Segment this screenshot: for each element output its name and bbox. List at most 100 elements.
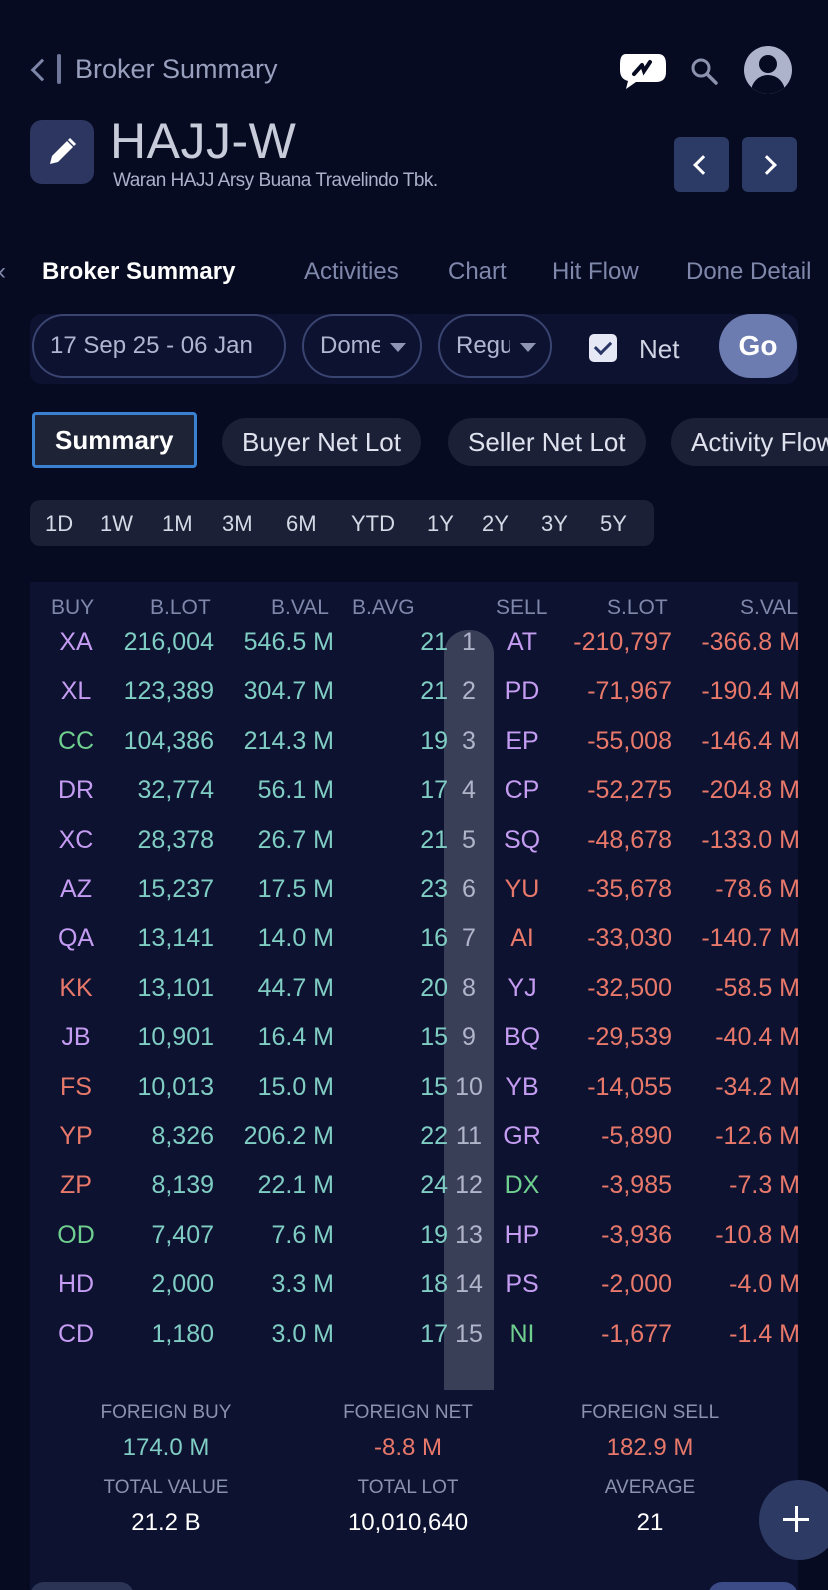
sell-broker-code: GR	[503, 1122, 541, 1150]
sell-value: -4.0 M	[729, 1270, 798, 1299]
period-1w[interactable]: 1W	[100, 511, 133, 536]
rank-number: 2	[462, 677, 476, 706]
segment-activity-flow[interactable]: Activity Flow	[671, 418, 828, 466]
segment-seller-net-lot[interactable]: Seller Net Lot	[448, 418, 646, 466]
sell-lot: -3,985	[601, 1171, 672, 1200]
sell-broker-code: CP	[504, 776, 540, 805]
sell-lot: -5,890	[601, 1122, 672, 1150]
sell-lot: -210,797	[573, 628, 672, 656]
sell-broker-code: EP	[505, 726, 539, 755]
buy-value: 546.5 M	[243, 628, 334, 656]
buy-lot: 28,378	[137, 825, 214, 854]
sell-value: -366.8 M	[701, 628, 798, 656]
rank-number: 14	[455, 1270, 483, 1299]
sell-lot: -71,967	[587, 677, 672, 706]
buy-value: 16.4 M	[257, 1023, 334, 1052]
period-1d[interactable]: 1D	[45, 511, 74, 536]
foreign-net-value: -8.8 M	[373, 1434, 442, 1461]
buy-value: 22.1 M	[257, 1171, 334, 1200]
tab-activities[interactable]: Activities	[304, 258, 399, 285]
sell-value: -10.8 M	[715, 1220, 798, 1249]
period-3y[interactable]: 3Y	[541, 511, 568, 536]
buy-broker-code: QA	[57, 924, 95, 953]
sell-value: -78.6 M	[715, 875, 798, 903]
period-2y[interactable]: 2Y	[482, 511, 509, 536]
buy-average: 15	[420, 1072, 448, 1101]
foreign-buy-value: 174.0 M	[122, 1434, 210, 1461]
avatar[interactable]	[744, 46, 792, 94]
net-checkbox[interactable]	[589, 334, 617, 362]
rank-number: 8	[462, 973, 476, 1002]
total-lot: 10,010,640	[347, 1509, 469, 1536]
buy-broker-code: JB	[61, 1023, 91, 1052]
buy-value: 3.3 M	[271, 1270, 334, 1299]
buy-average: 24	[420, 1171, 448, 1200]
buy-value: 206.2 M	[243, 1122, 334, 1150]
company-name: Waran HAJJ Arsy Buana Travelindo Tbk.	[113, 170, 438, 191]
tab-done-detail[interactable]: Done Detail	[686, 258, 812, 285]
period-selector: 1D 1W 1M 3M 6M YTD 1Y 2Y 3Y 5Y	[30, 500, 654, 546]
buy-broker-code: FS	[60, 1072, 92, 1101]
next-stock-button[interactable]	[742, 137, 797, 192]
buy-lot: 13,141	[137, 924, 214, 953]
buy-broker-code: XL	[60, 677, 92, 706]
add-button[interactable]	[759, 1480, 828, 1560]
sell-value: -140.7 M	[701, 924, 798, 953]
search-icon[interactable]	[689, 56, 719, 86]
buy-lot: 32,774	[137, 776, 214, 805]
foreign-buy-label: FOREIGN BUY	[100, 1402, 232, 1423]
chat-icon[interactable]	[618, 52, 668, 90]
sell-lot: -33,030	[587, 924, 672, 953]
sell-broker-code: BQ	[503, 1023, 541, 1052]
buy-average: 22	[420, 1122, 448, 1150]
tab-broker-summary[interactable]: Broker Summary	[42, 258, 236, 285]
period-3m[interactable]: 3M	[222, 511, 253, 536]
header-buy: BUY	[51, 596, 95, 619]
header-sell: SELL	[496, 596, 548, 619]
sell-value: -40.4 M	[715, 1023, 798, 1052]
top-bar: Broker Summary	[0, 0, 828, 110]
period-ytd[interactable]: YTD	[351, 511, 395, 536]
rank-number: 6	[462, 875, 476, 903]
board-select[interactable]: Regular	[438, 314, 552, 378]
period-1m[interactable]: 1M	[162, 511, 193, 536]
date-range-picker[interactable]: 17 Sep 25 - 06 Jan	[32, 314, 286, 378]
buy-value: 17.5 M	[257, 875, 334, 903]
sell-broker-code: DX	[504, 1171, 540, 1200]
buy-broker-code: CD	[57, 1319, 95, 1348]
edit-watchlist-button[interactable]	[30, 120, 94, 184]
divider	[57, 54, 61, 84]
segment-summary[interactable]: Summary	[32, 412, 197, 468]
sell-lot: -55,008	[587, 726, 672, 755]
header-b-val: B.VAL	[271, 596, 329, 619]
previous-stock-button[interactable]	[674, 137, 729, 192]
go-button[interactable]: Go	[719, 314, 797, 378]
sell-value: -204.8 M	[701, 776, 798, 805]
rank-number: 1	[462, 628, 476, 656]
rank-column	[444, 630, 494, 1390]
segment-buyer-net-lot[interactable]: Buyer Net Lot	[222, 418, 421, 466]
tab-hit-flow[interactable]: Hit Flow	[552, 258, 639, 285]
period-1y[interactable]: 1Y	[427, 511, 454, 536]
buy-broker-code: XC	[58, 825, 94, 854]
tab-chart[interactable]: Chart	[448, 258, 507, 285]
rank-number: 15	[455, 1319, 483, 1348]
buy-average: 21	[420, 628, 448, 656]
buy-broker-code: CC	[57, 726, 95, 755]
rank-number: 7	[462, 924, 476, 953]
buy-lot: 10,901	[137, 1023, 214, 1052]
buy-lot: 8,326	[151, 1122, 214, 1150]
bottom-nav-stub	[30, 1582, 134, 1590]
period-5y[interactable]: 5Y	[600, 511, 627, 536]
pencil-icon	[50, 137, 77, 164]
period-6m[interactable]: 6M	[286, 511, 317, 536]
buy-broker-code: OD	[57, 1220, 95, 1249]
sell-lot: -52,275	[587, 776, 672, 805]
back-icon[interactable]	[28, 52, 52, 86]
header-b-lot: B.LOT	[150, 596, 211, 619]
buy-lot: 104,386	[123, 726, 214, 755]
buy-value: 304.7 M	[243, 677, 334, 706]
market-select[interactable]: Domestic	[302, 314, 422, 378]
net-label: Net	[639, 334, 680, 364]
buy-average: 21	[420, 677, 448, 706]
